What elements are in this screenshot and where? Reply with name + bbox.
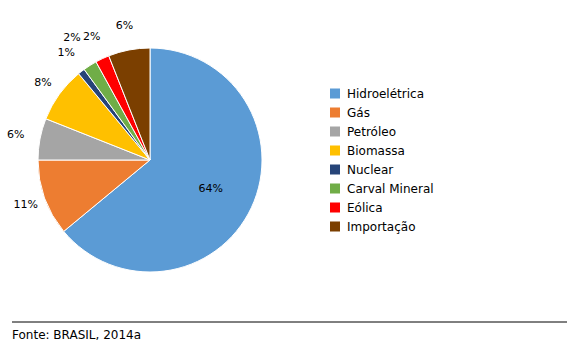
data-labels: 64% 11% 6% 8% 1% 2%2% 6% (7, 19, 223, 211)
legend-item: Petróleo (330, 125, 396, 139)
pie-slice (109, 48, 150, 160)
data-label: 8% (34, 76, 51, 89)
legend-swatch (330, 127, 340, 137)
data-label: 2% (83, 30, 100, 43)
data-label: 64% (199, 182, 223, 195)
pie (38, 48, 262, 272)
legend-swatch (330, 89, 340, 99)
data-label: 6% (116, 19, 133, 32)
legend-swatch (330, 165, 340, 175)
chart: 64% 11% 6% 8% 1% 2%2% 6% Hidroelétrica Gás Petról… (0, 0, 579, 348)
legend-label: Carval Mineral (347, 182, 434, 196)
pie-slice (38, 160, 150, 231)
data-label: 1% (58, 46, 75, 59)
legend-label: Importação (347, 220, 415, 234)
legend-label: Petróleo (347, 125, 396, 139)
legend-swatch (330, 222, 340, 232)
rule (12, 322, 567, 323)
legend-swatch (330, 203, 340, 213)
legend-label: Gás (347, 106, 370, 120)
legend-label: Biomassa (347, 144, 405, 158)
legend-item: Hidroelétrica (330, 87, 424, 101)
legend-item: Gás (330, 106, 370, 120)
legend-item: Biomassa (330, 144, 405, 158)
legend-label: Hidroelétrica (347, 87, 424, 101)
legend-item: Carval Mineral (330, 182, 434, 196)
legend-label: Eólica (347, 201, 383, 215)
data-label: 2% (63, 31, 80, 44)
data-label: 11% (13, 198, 37, 211)
legend-item: Eólica (330, 201, 383, 215)
legend-swatch (330, 146, 340, 156)
legend-swatch (330, 184, 340, 194)
legend-item: Importação (330, 220, 415, 234)
legend-swatch (330, 108, 340, 118)
legend-item: Nuclear (330, 163, 393, 177)
annotation: Fonte: BRASIL, 2014a (12, 328, 141, 342)
data-label: 6% (7, 128, 24, 141)
legend: Hidroelétrica Gás Petróleo Biomassa Nuclear C… (330, 87, 434, 234)
legend-label: Nuclear (347, 163, 393, 177)
